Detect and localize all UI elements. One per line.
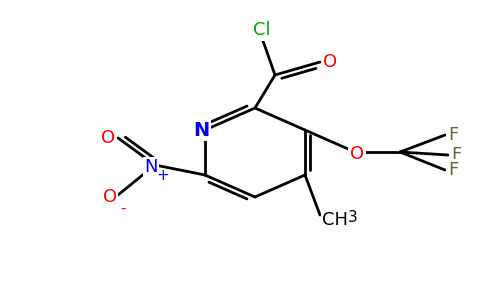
Text: Cl: Cl [253,21,271,39]
Text: O: O [350,145,364,163]
Text: O: O [101,129,115,147]
Text: +: + [157,167,169,182]
Text: N: N [144,158,158,176]
Text: F: F [448,126,458,144]
Text: 3: 3 [348,209,358,224]
Text: O: O [323,53,337,71]
Text: -: - [120,200,126,215]
Text: N: N [193,121,209,140]
Text: F: F [451,146,461,164]
Text: F: F [448,161,458,179]
Text: O: O [103,188,117,206]
Text: CH: CH [322,211,348,229]
